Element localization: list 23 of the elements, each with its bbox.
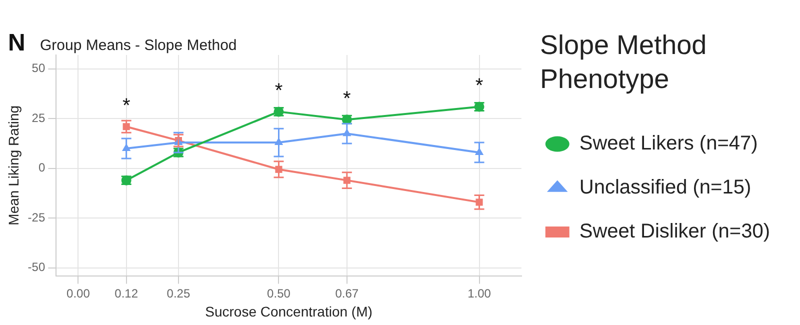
legend-title: Slope Method Phenotype (540, 29, 708, 96)
x-tick-label: 1.00 (468, 286, 492, 300)
x-axis-title: Sucrose Concentration (M) (205, 303, 372, 320)
y-axis-title: Mean Liking Rating (5, 105, 22, 226)
x-tick-label: 0.12 (114, 286, 138, 300)
x-tick-label: 0.50 (267, 286, 291, 300)
y-tick-label: -25 (28, 210, 46, 224)
y-tick-label: 0 (38, 160, 46, 175)
annotation: * (274, 80, 283, 102)
text: N (8, 30, 26, 57)
chart-title: Group Means - Slope Method (40, 37, 237, 54)
annotation: * (122, 95, 130, 118)
x-tick-label: 0.25 (166, 286, 190, 300)
x-tick-label: 0.00 (66, 286, 90, 300)
annotation: * (343, 88, 352, 110)
legend-label: Unclassified (n=15) (579, 176, 752, 199)
legend-label: Sweet Likers (n=47) (579, 132, 758, 155)
y-tick-label: -50 (28, 260, 46, 274)
y-tick-label: 50 (32, 61, 46, 76)
annotation: * (475, 75, 484, 98)
x-tick-label: 0.67 (335, 286, 359, 300)
y-tick-label: 25 (32, 110, 46, 125)
legend-label: Sweet Disliker (n=30) (579, 220, 770, 243)
